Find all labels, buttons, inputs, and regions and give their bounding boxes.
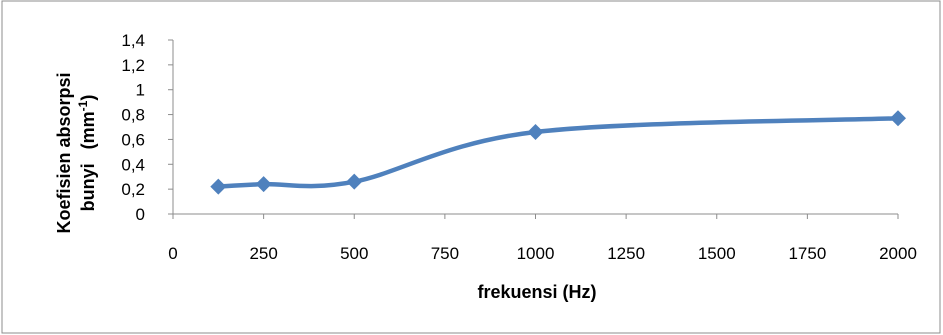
x-tick-label: 250: [249, 244, 277, 263]
x-tick-label: 500: [340, 244, 368, 263]
y-tick-label: 0: [136, 205, 145, 224]
y-tick-label: 0,8: [121, 106, 145, 125]
y-tick-label: 1,4: [121, 31, 145, 50]
data-point-marker: [890, 110, 906, 127]
x-tick-label: 1750: [788, 244, 826, 263]
y-tick-label: 1: [136, 81, 145, 100]
x-axis-ticks: 0 250 500 750 1000 1250 1500 1750 2000: [168, 214, 917, 263]
y-tick-label: 0,4: [121, 155, 145, 174]
x-tick-label: 1500: [698, 244, 736, 263]
x-tick-label: 2000: [879, 244, 917, 263]
data-point-marker: [527, 123, 544, 140]
y-tick-label: 0,6: [121, 130, 145, 149]
x-tick-label: 1250: [607, 244, 645, 263]
x-tick-label: 750: [431, 244, 459, 263]
y-tick-label: 1,2: [121, 56, 145, 75]
y-axis-ticks: 0 0,2 0,4 0,6 0,8 1 1,2 1,4: [121, 31, 173, 224]
x-tick-label: 1000: [517, 244, 555, 263]
x-tick-label: 0: [168, 244, 177, 263]
y-axis-title: Koefisien absorpsi bunyi(mm-1): [54, 72, 98, 233]
data-point-marker: [210, 178, 227, 195]
x-axis-title: frekuensi (Hz): [477, 282, 596, 302]
y-axis-title-line1: Koefisien absorpsi: [54, 72, 74, 233]
y-axis-title-line2: bunyi(mm-1): [76, 95, 98, 212]
series-group: [210, 110, 906, 195]
data-point-marker: [255, 176, 272, 193]
y-tick-label: 0,2: [121, 180, 145, 199]
data-point-marker: [346, 173, 363, 190]
